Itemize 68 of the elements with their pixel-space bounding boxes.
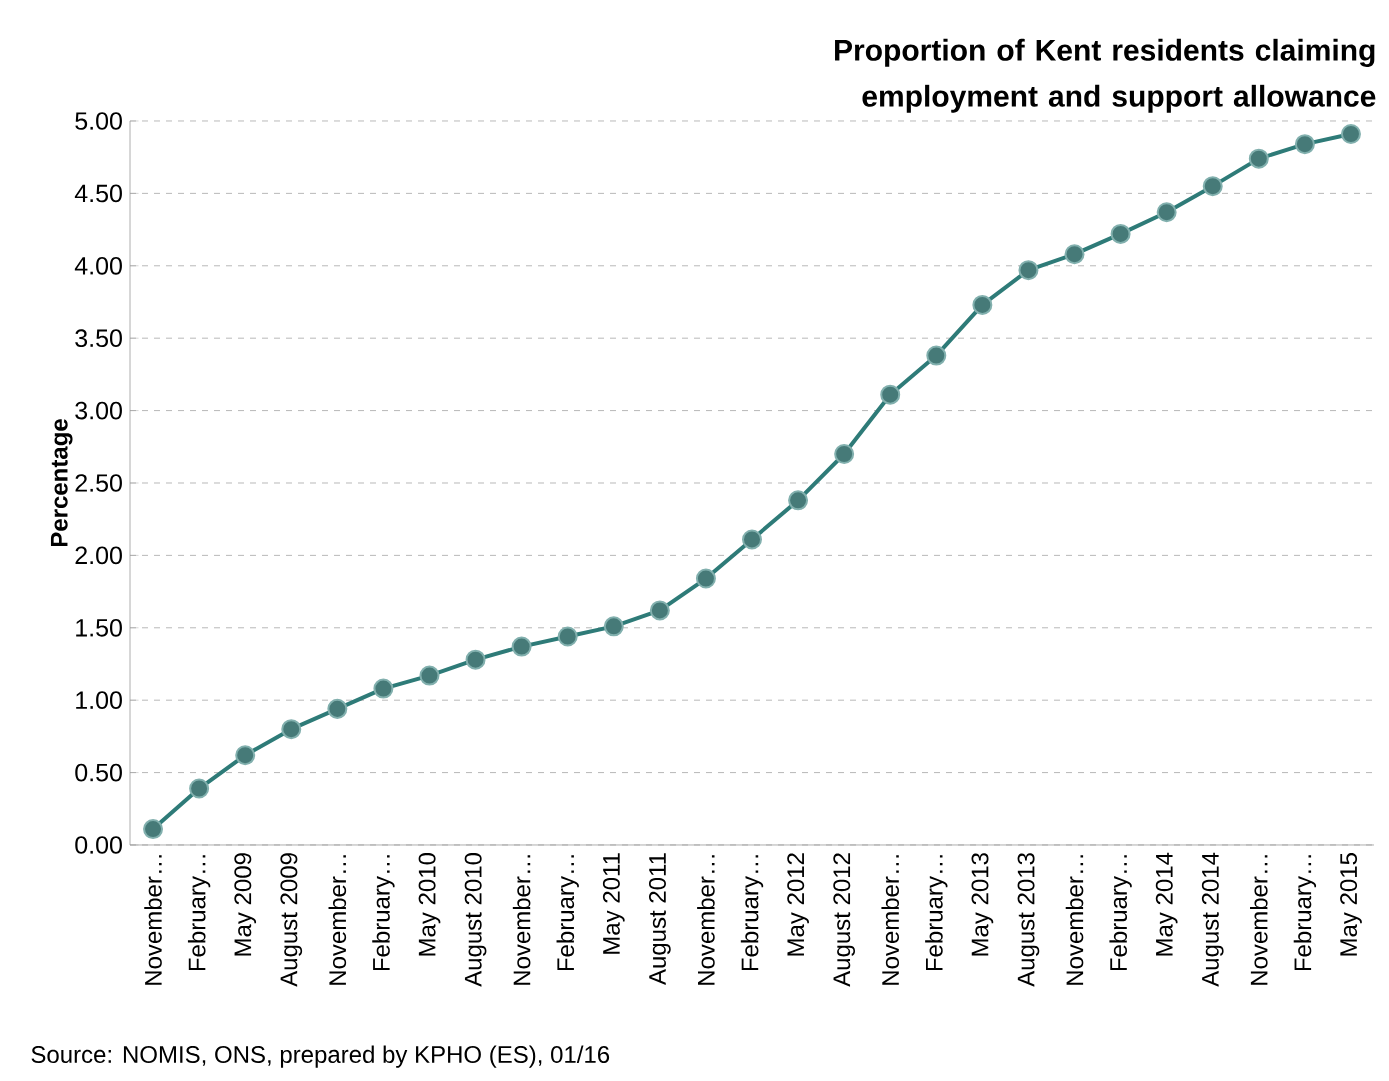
point: [327, 698, 348, 719]
x-tick-label: February…: [1293, 855, 1317, 971]
point: [603, 616, 624, 637]
point: [235, 745, 256, 766]
y-tick-label: 3.50: [75, 329, 122, 348]
point: [419, 665, 440, 686]
y-tick-label: 0.50: [75, 763, 122, 782]
x-tick-label: May 2013: [971, 853, 994, 956]
x-tick-label: August 2013: [1017, 853, 1040, 987]
y-tick-label: 4.00: [74, 256, 122, 275]
point: [880, 384, 901, 405]
point: [742, 529, 762, 550]
x-tick-label: May 2009: [234, 853, 257, 956]
y-tick-label: 2.00: [75, 546, 122, 565]
point: [695, 568, 716, 589]
x-tick-label: February…: [740, 855, 764, 971]
x-tick-label: February…: [372, 855, 395, 971]
y-tick-label: 0.00: [75, 836, 122, 854]
chart-title: Proportion of Kent residents claiming employment and support allowance: [835, 38, 1376, 113]
x-tick-label: November…: [144, 855, 162, 985]
point: [1248, 148, 1269, 169]
point: [972, 294, 993, 315]
y-tick-label: 1.00: [76, 691, 122, 710]
x-tick-label: August 2012: [833, 853, 856, 987]
point: [834, 444, 855, 465]
x-tick-label: November…: [881, 855, 900, 985]
point: [1018, 260, 1039, 281]
x-tick-label: August 2011: [648, 853, 671, 986]
x-tick-label: May 2010: [418, 853, 441, 956]
point: [281, 719, 302, 740]
point: [1064, 244, 1085, 265]
point: [465, 649, 486, 670]
x-tick-label: August 2010: [464, 853, 487, 987]
x-tick-label: May 2012: [787, 853, 809, 956]
x-tick-label: August 2014: [1201, 852, 1224, 987]
y-tick-label: 5.00: [75, 112, 122, 130]
x-tick-label: February…: [556, 855, 579, 971]
point: [143, 819, 164, 840]
x-tick-label: November…: [1065, 855, 1084, 985]
x-tick-label: November…: [697, 855, 715, 985]
y-tick-label: 2.50: [75, 474, 122, 492]
y-axis-title: Percentage: [50, 419, 73, 547]
point: [649, 600, 670, 621]
point: [1110, 223, 1131, 244]
point: [788, 490, 809, 511]
point: [926, 345, 947, 366]
point: [557, 626, 578, 647]
x-tick-label: February…: [187, 855, 211, 971]
x-tick-label: May 2011: [602, 853, 625, 954]
x-tick-label: November…: [512, 855, 531, 985]
x-tick-label: November…: [1250, 855, 1268, 985]
x-tick-label: February…: [1109, 855, 1132, 971]
point: [1340, 124, 1361, 145]
x-tick-label: February…: [925, 855, 948, 971]
point: [189, 778, 210, 799]
source-note: Source: NOMIS, ONS, prepared by KPHO (ES), 01/16: [31, 1045, 610, 1068]
x-tick-label: May 2014: [1155, 852, 1178, 956]
y-tick-label: 4.50: [74, 184, 122, 203]
y-tick-label: 3.00: [75, 401, 122, 420]
x-tick-label: August 2009: [280, 853, 303, 987]
point: [1294, 134, 1315, 155]
point: [1156, 202, 1177, 223]
x-tick-label: November…: [328, 855, 347, 985]
x-tick-label: May 2015: [1340, 853, 1362, 956]
point: [1202, 176, 1223, 197]
point: [511, 636, 532, 657]
point: [373, 678, 394, 699]
y-tick-label: 1.50: [76, 618, 122, 637]
